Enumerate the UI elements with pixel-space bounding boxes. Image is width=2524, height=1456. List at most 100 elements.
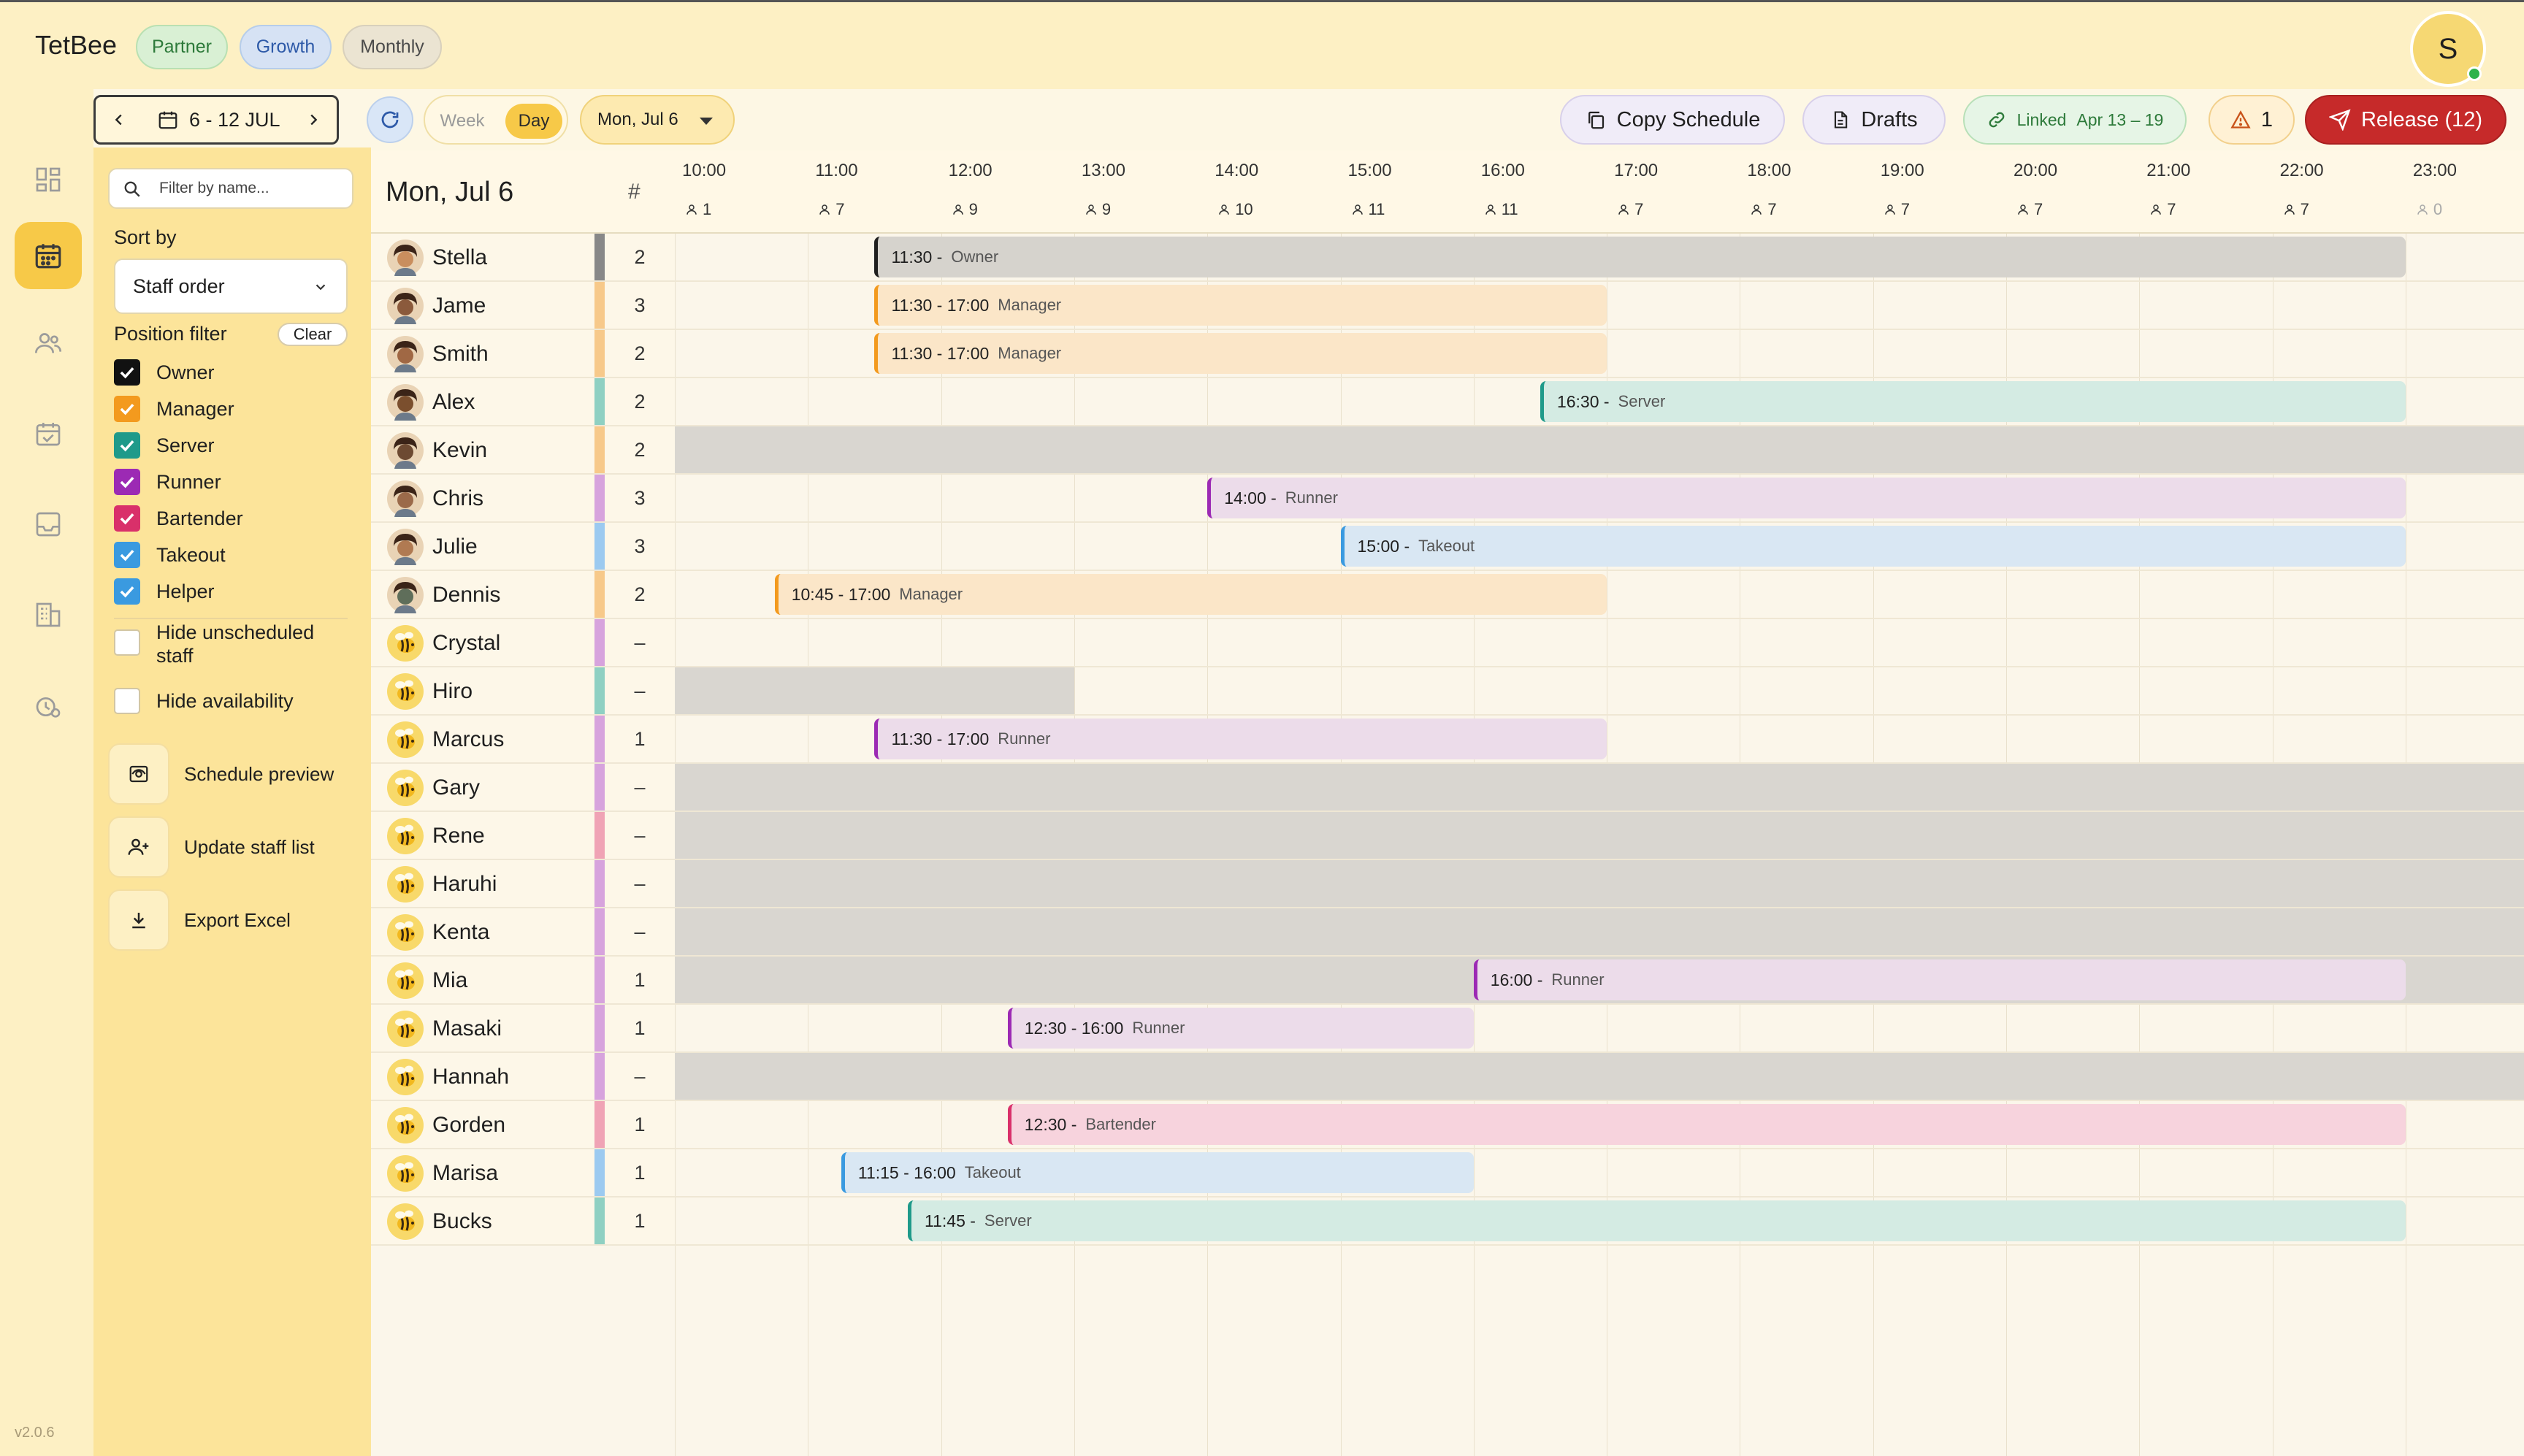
refresh-button[interactable] [367, 96, 413, 143]
copy-schedule-button[interactable]: Copy Schedule [1560, 95, 1785, 145]
staff-name-cell[interactable]: Mia [371, 957, 594, 1003]
shift-block[interactable]: 11:45 - Server [908, 1200, 2406, 1241]
staff-timeline[interactable]: 11:30 - 17:00 Manager [675, 282, 2524, 329]
staff-timeline[interactable]: 11:45 - Server [675, 1198, 2524, 1244]
partner-pill[interactable]: Partner [136, 25, 228, 69]
event-check-icon[interactable] [15, 400, 82, 467]
staff-name-cell[interactable]: Alex [371, 378, 594, 425]
staff-name-cell[interactable]: Jame [371, 282, 594, 329]
staff-name-cell[interactable]: Crystal [371, 619, 594, 666]
staff-timeline[interactable] [675, 426, 2524, 473]
bee-avatar-icon [387, 721, 424, 758]
update-staff-button[interactable]: Update staff list [108, 816, 315, 878]
staff-timeline[interactable]: 12:30 - Bartender [675, 1101, 2524, 1148]
sort-select[interactable]: Staff order [114, 258, 348, 314]
shift-block[interactable]: 10:45 - 17:00 Manager [774, 574, 1607, 615]
linked-button[interactable]: Linked Apr 13 – 19 [1963, 95, 2187, 145]
shift-role: Owner [951, 248, 999, 266]
staff-timeline[interactable]: 11:30 - 17:00 Runner [675, 716, 2524, 762]
position-filter-server[interactable]: Server [114, 431, 215, 460]
staff-name-cell[interactable]: Marisa [371, 1149, 594, 1196]
position-color-bar [594, 1198, 605, 1244]
staff-name-cell[interactable]: Gary [371, 764, 594, 811]
shift-block[interactable]: 16:00 - Runner [1473, 959, 2406, 1000]
staff-name-cell[interactable]: Smith [371, 330, 594, 377]
staff-timeline[interactable]: 10:45 - 17:00 Manager [675, 571, 2524, 618]
shift-block[interactable]: 12:30 - 16:00 Runner [1007, 1008, 1474, 1049]
position-filter-runner[interactable]: Runner [114, 467, 221, 497]
dashboard-icon[interactable] [15, 146, 82, 213]
staff-timeline[interactable]: 11:30 - 17:00 Manager [675, 330, 2524, 377]
people-icon[interactable] [15, 310, 82, 377]
shift-count: 1 [605, 957, 675, 1003]
shift-block[interactable]: 11:15 - 16:00 Takeout [841, 1152, 1474, 1193]
staff-name-cell[interactable]: Kenta [371, 908, 594, 955]
clock-settings-icon[interactable] [15, 673, 82, 740]
position-filter-takeout[interactable]: Takeout [114, 540, 226, 570]
staff-timeline[interactable]: 14:00 - Runner [675, 475, 2524, 521]
hide-unscheduled-checkbox[interactable]: Hide unscheduled staff [114, 621, 314, 667]
staff-timeline[interactable]: 12:30 - 16:00 Runner [675, 1005, 2524, 1051]
position-filter-owner[interactable]: Owner [114, 358, 215, 387]
app-brand[interactable]: TetBee [35, 30, 118, 60]
staff-name-cell[interactable]: Gorden [371, 1101, 594, 1148]
shift-block[interactable]: 11:30 - 17:00 Manager [874, 285, 1607, 326]
staff-name-cell[interactable]: Julie [371, 523, 594, 570]
staff-name-cell[interactable]: Haruhi [371, 860, 594, 907]
staff-timeline[interactable]: 11:30 - Owner [675, 234, 2524, 280]
hide-availability-checkbox[interactable]: Hide availability [114, 686, 294, 716]
clear-filter-button[interactable]: Clear [278, 323, 348, 346]
staff-timeline[interactable] [675, 1053, 2524, 1100]
growth-pill[interactable]: Growth [240, 25, 332, 69]
staff-name-cell[interactable]: Dennis [371, 571, 594, 618]
staff-name-cell[interactable]: Stella [371, 234, 594, 280]
shift-block[interactable]: 11:30 - Owner [874, 237, 2406, 277]
monthly-pill[interactable]: Monthly [343, 25, 442, 69]
shift-block[interactable]: 14:00 - Runner [1207, 478, 2406, 518]
inbox-icon[interactable] [15, 491, 82, 558]
prev-week-button[interactable] [96, 97, 142, 142]
position-filter-label: Server [156, 434, 215, 456]
position-color-bar [594, 812, 605, 859]
next-week-button[interactable] [290, 97, 337, 142]
staff-timeline[interactable] [675, 908, 2524, 955]
staff-timeline[interactable]: 11:15 - 16:00 Takeout [675, 1149, 2524, 1196]
staff-name-cell[interactable]: Rene [371, 812, 594, 859]
export-excel-button[interactable]: Export Excel [108, 889, 291, 951]
user-avatar[interactable]: S [2410, 11, 2486, 87]
position-filter-manager[interactable]: Manager [114, 394, 234, 424]
schedule-preview-button[interactable]: Schedule preview [108, 743, 334, 805]
staff-timeline[interactable] [675, 812, 2524, 859]
shift-block[interactable]: 12:30 - Bartender [1007, 1104, 2406, 1145]
release-button[interactable]: Release (12) [2305, 95, 2506, 145]
staff-name-cell[interactable]: Hiro [371, 667, 594, 714]
staff-name-cell[interactable]: Chris [371, 475, 594, 521]
shift-block[interactable]: 15:00 - Takeout [1340, 526, 2406, 567]
staff-name-cell[interactable]: Marcus [371, 716, 594, 762]
staff-timeline[interactable]: 16:30 - Server [675, 378, 2524, 425]
staff-name-cell[interactable]: Masaki [371, 1005, 594, 1051]
shift-block[interactable]: 11:30 - 17:00 Manager [874, 333, 1607, 374]
staff-timeline[interactable] [675, 667, 2524, 714]
position-filter-bartender[interactable]: Bartender [114, 504, 243, 533]
staff-timeline[interactable] [675, 619, 2524, 666]
filter-search-input[interactable]: Filter by name... [108, 168, 353, 209]
position-filter-helper[interactable]: Helper [114, 577, 215, 606]
staff-timeline[interactable]: 16:00 - Runner [675, 957, 2524, 1003]
view-week-option[interactable]: Week [440, 111, 485, 131]
staff-timeline[interactable]: 15:00 - Takeout [675, 523, 2524, 570]
drafts-button[interactable]: Drafts [1802, 95, 1946, 145]
staff-timeline[interactable] [675, 860, 2524, 907]
staff-timeline[interactable] [675, 764, 2524, 811]
building-icon[interactable] [15, 581, 82, 648]
staff-name-cell[interactable]: Hannah [371, 1053, 594, 1100]
staff-name-cell[interactable]: Bucks [371, 1198, 594, 1244]
date-select[interactable]: Mon, Jul 6 [580, 95, 735, 145]
warnings-button[interactable]: 1 [2208, 95, 2295, 145]
staff-name-cell[interactable]: Kevin [371, 426, 594, 473]
calendar-icon[interactable] [15, 222, 82, 289]
view-day-option[interactable]: Day [505, 104, 562, 139]
shift-block[interactable]: 16:30 - Server [1540, 381, 2406, 422]
week-range[interactable]: 6 - 12 JUL [157, 97, 280, 142]
shift-block[interactable]: 11:30 - 17:00 Runner [874, 719, 1607, 759]
